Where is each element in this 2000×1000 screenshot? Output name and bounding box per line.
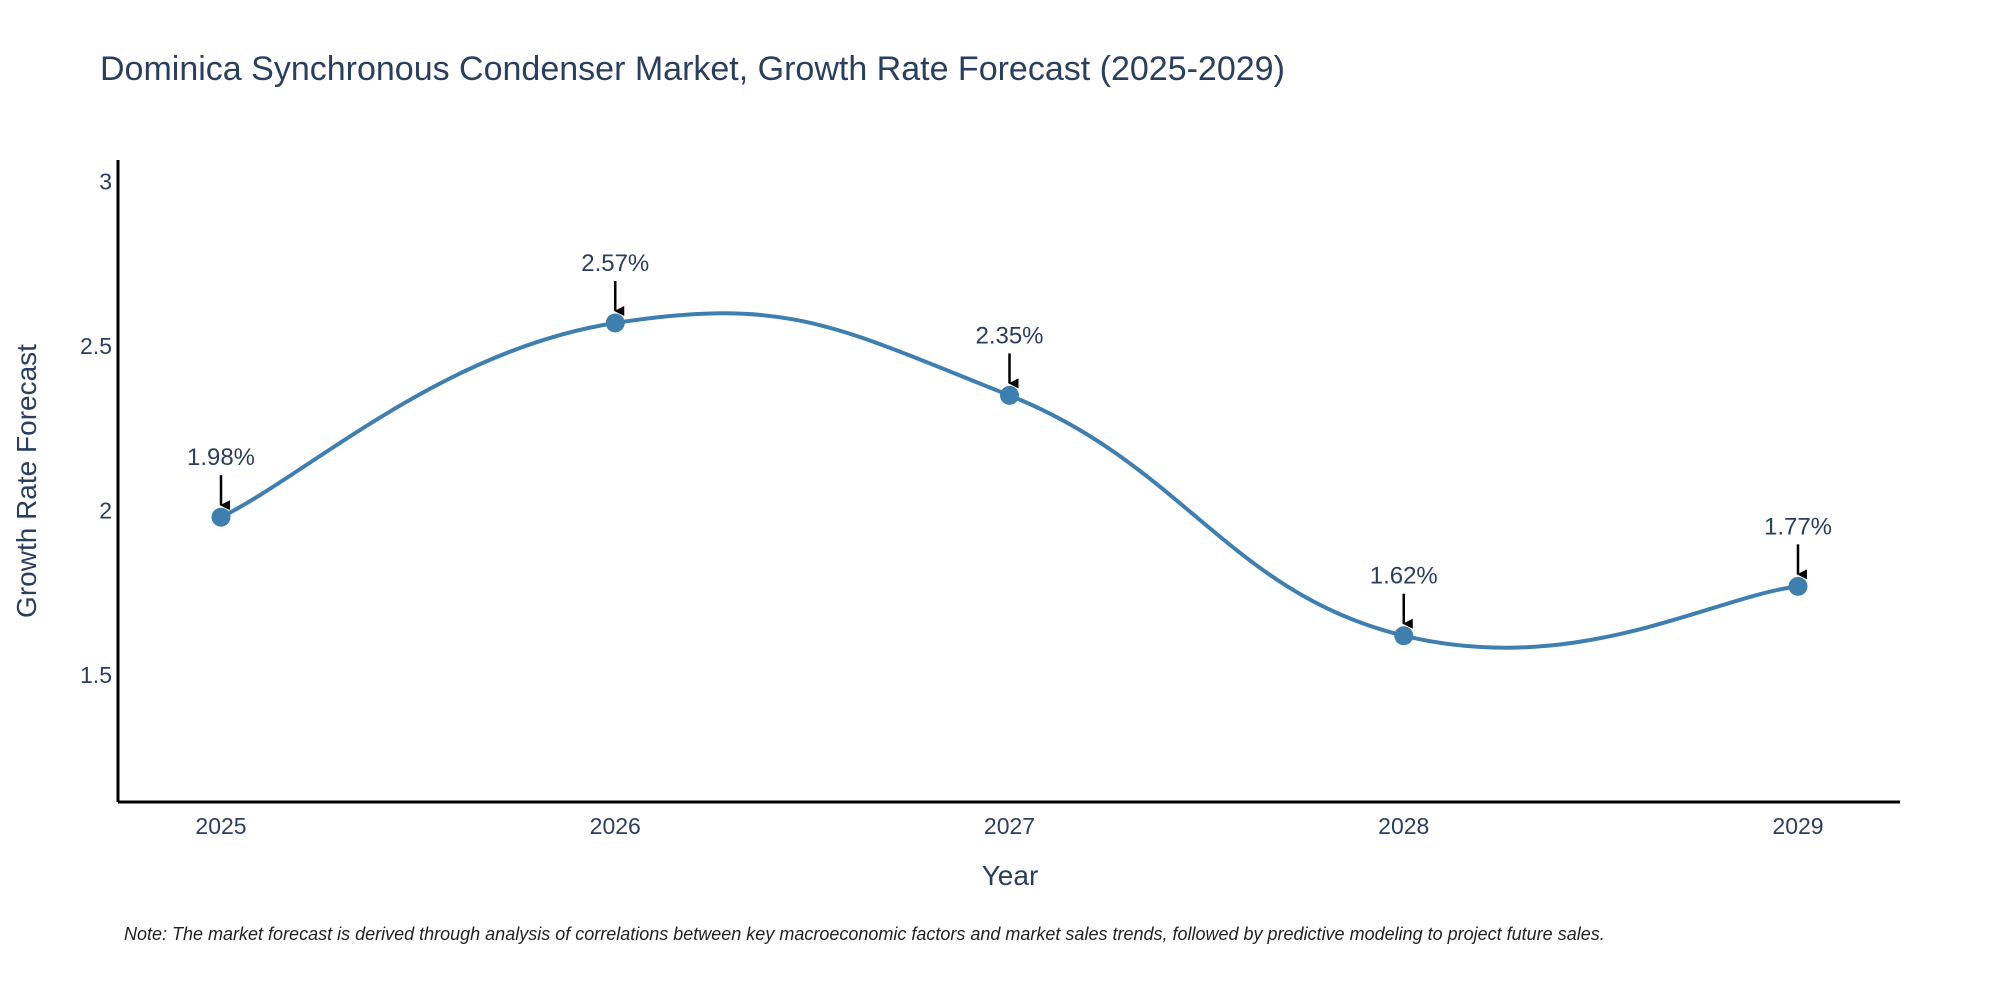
chart-title: Dominica Synchronous Condenser Market, G…: [100, 50, 1285, 88]
data-point: [211, 507, 231, 527]
x-tick-label: 2029: [1772, 813, 1823, 839]
annotation-group: 1.98% 2.57% 2.35% 1.62% 1.77%: [187, 250, 1832, 629]
y-axis-title: Growth Rate Forecast: [11, 344, 42, 618]
y-tick-label: 2: [99, 498, 112, 524]
x-axis-title: Year: [982, 860, 1039, 891]
x-tick-label: 2026: [590, 813, 641, 839]
x-tick-label: 2025: [195, 813, 246, 839]
y-tick-label: 2.5: [80, 333, 112, 359]
data-label: 2.57%: [581, 250, 649, 277]
x-tick-label: 2027: [984, 813, 1035, 839]
x-tick-group: 2025 2026 2027 2028 2029: [195, 813, 1823, 839]
y-tick-label: 3: [99, 168, 112, 194]
data-point: [1000, 385, 1019, 405]
data-label: 1.77%: [1764, 513, 1832, 540]
data-label: 2.35%: [975, 322, 1043, 349]
data-point: [605, 313, 625, 333]
data-point: [1788, 576, 1808, 596]
y-tick-label: 1.5: [80, 662, 112, 688]
data-label: 1.62%: [1370, 563, 1438, 590]
data-label: 1.98%: [187, 444, 255, 471]
y-tick-group: 1.5 2 2.5 3: [80, 168, 112, 688]
data-point: [1394, 626, 1414, 646]
footnote: Note: The market forecast is derived thr…: [124, 924, 1605, 944]
series-points: [211, 313, 1808, 646]
x-tick-label: 2028: [1378, 813, 1429, 839]
